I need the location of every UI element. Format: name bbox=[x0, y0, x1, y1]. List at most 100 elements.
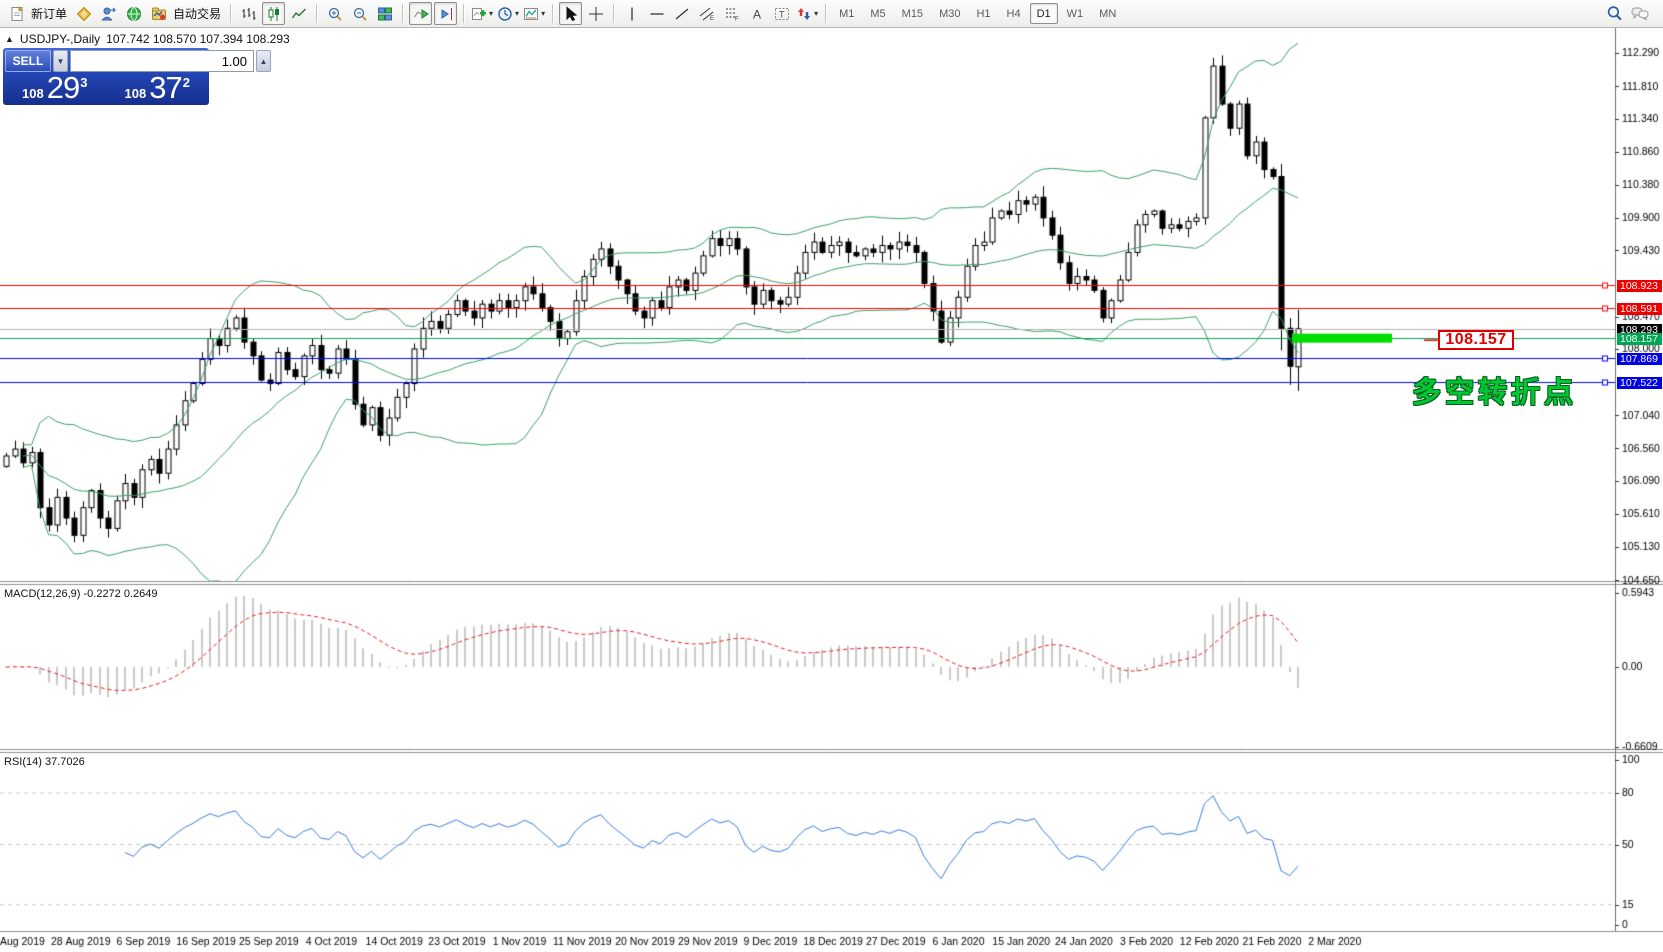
vertical-line-icon bbox=[630, 7, 633, 20]
bar-chart-icon bbox=[242, 7, 256, 20]
fibonacci-icon: F bbox=[725, 8, 739, 22]
template-icon bbox=[524, 7, 539, 20]
green-globe-icon bbox=[126, 6, 141, 21]
svg-text:T: T bbox=[779, 9, 785, 19]
zoom-in-button[interactable] bbox=[323, 2, 346, 25]
separator bbox=[552, 4, 554, 23]
new-order-label[interactable]: 新订单 bbox=[31, 7, 68, 21]
search-button[interactable] bbox=[1603, 2, 1626, 25]
templates-button[interactable]: ▾ bbox=[522, 2, 546, 25]
rsi-value: 37.7026 bbox=[44, 756, 85, 768]
axis-price-label: 108.157 bbox=[1617, 333, 1662, 345]
sell-price-display[interactable]: 108 29 3 bbox=[5, 70, 105, 105]
trendline-icon bbox=[675, 8, 688, 19]
axis-price-label: 107.522 bbox=[1617, 377, 1662, 389]
rsi-indicator-label: RSI(14) 37.7026 bbox=[4, 756, 85, 768]
macd-indicator-label: MACD(12,26,9) -0.2272 0.2649 bbox=[4, 588, 158, 600]
cursor-arrow-icon bbox=[566, 5, 577, 21]
channel-button[interactable]: E bbox=[695, 2, 718, 25]
text-label-button[interactable]: T bbox=[770, 2, 793, 25]
chart-window: ▲ USDJPY-,Daily 107.742 108.570 107.394 … bbox=[0, 28, 1663, 952]
turning-point-annotation[interactable]: 多空转折点 bbox=[1412, 377, 1578, 409]
axis-price-label: 108.591 bbox=[1617, 303, 1662, 315]
cursor-button[interactable] bbox=[559, 2, 583, 25]
volume-decrease-button[interactable]: ▼ bbox=[53, 50, 68, 72]
line-chart-button[interactable] bbox=[287, 2, 310, 25]
timeframe-m5-button[interactable]: M5 bbox=[870, 7, 886, 20]
timeframe-m30-button[interactable]: M30 bbox=[939, 7, 961, 20]
macd-values: -0.2272 0.2649 bbox=[83, 588, 158, 600]
separator bbox=[402, 4, 404, 23]
buy-price-point: 2 bbox=[182, 75, 190, 90]
tile-windows-button[interactable] bbox=[373, 2, 396, 25]
volume-increase-button[interactable]: ▲ bbox=[256, 50, 271, 72]
sell-price-handle: 108 bbox=[22, 86, 44, 101]
line-chart-icon bbox=[291, 8, 306, 18]
buy-button[interactable]: BUY bbox=[273, 50, 319, 72]
clock-icon bbox=[498, 6, 512, 21]
chart-ohlc-values: 107.742 108.570 107.394 108.293 bbox=[106, 32, 290, 46]
community-button[interactable] bbox=[122, 2, 145, 25]
chart-shift-button[interactable] bbox=[434, 2, 458, 25]
auto-trading-button[interactable] bbox=[147, 2, 170, 25]
vertical-line-button[interactable] bbox=[620, 2, 643, 25]
trendline-button[interactable] bbox=[670, 2, 693, 25]
sell-price-pips: 29 bbox=[46, 70, 80, 105]
text-button[interactable]: A bbox=[745, 2, 768, 25]
one-click-trading-panel: SELL ▼ ▲ BUY 108 29 3 108 37 2 bbox=[3, 48, 319, 105]
dropdown-arrow-icon: ▾ bbox=[541, 9, 546, 18]
price-chart-canvas[interactable] bbox=[0, 28, 1663, 952]
timeframe-m15-button[interactable]: M15 bbox=[901, 7, 924, 20]
chart-symbol-period: USDJPY-,Daily bbox=[19, 32, 101, 46]
crosshair-button[interactable] bbox=[584, 2, 607, 25]
buy-price-display[interactable]: 108 37 2 bbox=[108, 70, 208, 105]
chat-button[interactable] bbox=[1628, 2, 1651, 25]
separator bbox=[825, 4, 827, 23]
timeframe-m1-button[interactable]: M1 bbox=[839, 7, 855, 20]
market-watch-button[interactable] bbox=[97, 2, 120, 25]
timeframe-d1-button[interactable]: D1 bbox=[1029, 3, 1058, 24]
new-order-icon bbox=[11, 5, 23, 21]
dropdown-arrow-icon: ▾ bbox=[515, 9, 520, 18]
auto-scroll-button[interactable] bbox=[409, 2, 433, 25]
gold-diamond-icon bbox=[76, 6, 91, 21]
axis-price-label: 107.869 bbox=[1617, 353, 1662, 365]
buy-price-pips: 37 bbox=[149, 70, 182, 105]
timeframe-w1-button[interactable]: W1 bbox=[1066, 7, 1084, 20]
candlestick-chart-button[interactable] bbox=[262, 2, 286, 25]
equidistant-channel-icon: E bbox=[699, 7, 714, 22]
periods-button[interactable]: ▾ bbox=[496, 2, 520, 25]
separator bbox=[316, 4, 318, 23]
arrows-button[interactable]: ▾ bbox=[795, 2, 819, 25]
text-icon: A bbox=[753, 7, 761, 21]
search-icon bbox=[1607, 6, 1622, 21]
macd-name: MACD(12,26,9) bbox=[4, 588, 81, 600]
bar-chart-button[interactable] bbox=[237, 2, 260, 25]
zoom-out-button[interactable] bbox=[348, 2, 371, 25]
chart-title: ▲ USDJPY-,Daily 107.742 108.570 107.394 … bbox=[5, 32, 290, 46]
candlestick-chart-icon bbox=[268, 6, 279, 21]
timeframe-h1-button[interactable]: H1 bbox=[976, 7, 991, 20]
volume-input[interactable] bbox=[70, 50, 254, 72]
new-order-button[interactable] bbox=[5, 2, 28, 25]
collapse-triangle-icon[interactable]: ▲ bbox=[5, 34, 14, 44]
auto-trading-label[interactable]: 自动交易 bbox=[173, 7, 222, 21]
zoom-out-icon bbox=[353, 7, 367, 21]
fibonacci-button[interactable]: F bbox=[720, 2, 743, 25]
indicators-button[interactable]: ▾ bbox=[470, 2, 494, 25]
horizontal-line-button[interactable] bbox=[645, 2, 668, 25]
crosshair-icon bbox=[588, 6, 603, 21]
sell-button[interactable]: SELL bbox=[5, 50, 51, 72]
chat-bubbles-icon bbox=[1631, 7, 1648, 20]
timeframe-group: M1 M5 M15 M30 H1 H4 D1 W1 MN bbox=[831, 3, 1124, 24]
chart-shift-icon bbox=[441, 7, 452, 20]
svg-text:E: E bbox=[710, 16, 714, 22]
timeframe-mn-button[interactable]: MN bbox=[1099, 7, 1117, 20]
price-callout-object[interactable]: 108.157 bbox=[1438, 330, 1514, 350]
indicators-add-icon bbox=[472, 7, 487, 20]
timeframe-h4-button[interactable]: H4 bbox=[1006, 7, 1021, 20]
dropdown-arrow-icon: ▾ bbox=[489, 9, 494, 18]
profile-button[interactable] bbox=[72, 2, 95, 25]
auto-scroll-icon bbox=[413, 8, 429, 19]
horizontal-line-icon bbox=[650, 12, 664, 15]
